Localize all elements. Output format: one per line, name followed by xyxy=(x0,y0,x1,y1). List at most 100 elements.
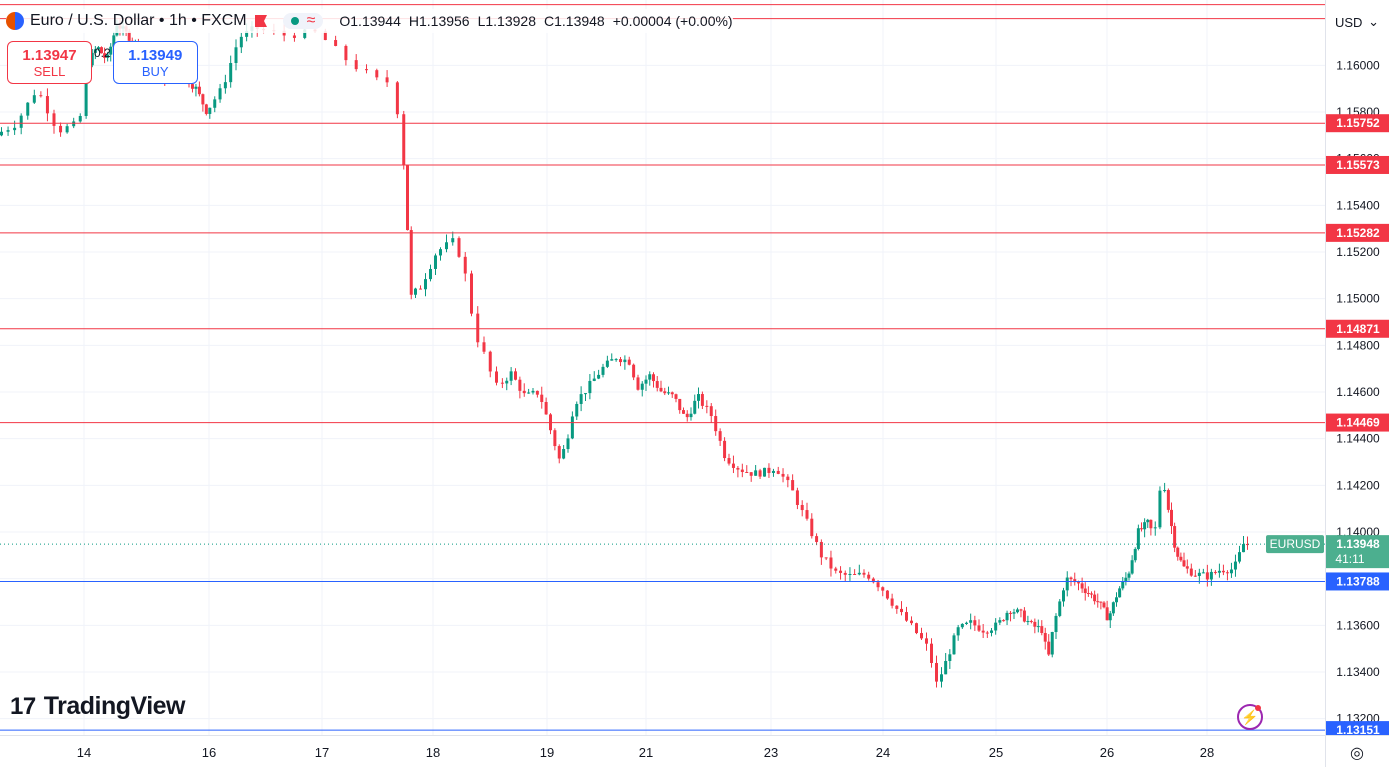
data-quality-icon[interactable]: ≈ xyxy=(306,12,316,29)
candle-body[interactable] xyxy=(758,470,762,477)
candle-body[interactable] xyxy=(1173,526,1177,548)
candle-body[interactable] xyxy=(562,449,566,459)
candle-body[interactable] xyxy=(767,467,771,473)
candle-body[interactable] xyxy=(495,371,498,383)
candle-body[interactable] xyxy=(1036,626,1040,628)
candle-body[interactable] xyxy=(500,382,504,384)
candle-body[interactable] xyxy=(451,238,455,243)
candle-body[interactable] xyxy=(693,400,697,414)
candle-body[interactable] xyxy=(834,568,838,571)
candle-body[interactable] xyxy=(488,351,492,372)
candle-body[interactable] xyxy=(292,35,296,38)
candle-body[interactable] xyxy=(592,378,596,381)
candle-body[interactable] xyxy=(1096,601,1100,603)
candle-body[interactable] xyxy=(402,114,406,166)
candle-body[interactable] xyxy=(718,431,722,441)
symbol-title[interactable]: Euro / U.S. Dollar • 1h • FXCM xyxy=(30,12,247,29)
candle-body[interactable] xyxy=(463,256,467,274)
candle-body[interactable] xyxy=(1127,573,1131,578)
buy-button[interactable]: 1.13949 BUY xyxy=(112,41,198,84)
candle-body[interactable] xyxy=(109,46,113,55)
candle-body[interactable] xyxy=(648,374,652,380)
candle-body[interactable] xyxy=(623,359,627,363)
candle-body[interactable] xyxy=(445,242,448,250)
candle-body[interactable] xyxy=(663,391,667,394)
candle-body[interactable] xyxy=(78,115,82,122)
candle-body[interactable] xyxy=(100,47,103,54)
candle-body[interactable] xyxy=(890,598,894,606)
candle-body[interactable] xyxy=(867,574,871,579)
candle-body[interactable] xyxy=(1140,528,1143,530)
candle-body[interactable] xyxy=(93,49,97,53)
candle-body[interactable] xyxy=(952,635,956,655)
candle-body[interactable] xyxy=(771,470,775,473)
candle-body[interactable] xyxy=(969,620,973,623)
candle-body[interactable] xyxy=(1069,577,1073,580)
candle-body[interactable] xyxy=(862,572,866,575)
candle-body[interactable] xyxy=(740,469,744,472)
candle-body[interactable] xyxy=(1133,548,1137,561)
candle-body[interactable] xyxy=(344,45,348,61)
candle-body[interactable] xyxy=(871,578,875,583)
candle-body[interactable] xyxy=(395,82,399,115)
candle-body[interactable] xyxy=(960,623,964,628)
candle-body[interactable] xyxy=(1229,569,1233,574)
candle-body[interactable] xyxy=(553,430,557,447)
candle-body[interactable] xyxy=(810,518,814,537)
candle-body[interactable] xyxy=(925,638,928,644)
candle-body[interactable] xyxy=(584,393,587,395)
time-axis[interactable]: 14 16 17 18 19 21 23 24 25 26 28 xyxy=(0,735,1325,767)
candle-body[interactable] xyxy=(1090,593,1093,595)
candle-body[interactable] xyxy=(32,95,36,103)
candle-body[interactable] xyxy=(815,536,819,542)
candle-body[interactable] xyxy=(990,630,993,633)
candle-body[interactable] xyxy=(1019,609,1023,611)
candle-body[interactable] xyxy=(1213,571,1217,573)
candle-body[interactable] xyxy=(1225,572,1229,574)
candle-body[interactable] xyxy=(636,377,640,390)
candle-body[interactable] xyxy=(667,392,670,394)
candle-body[interactable] xyxy=(1026,621,1030,623)
candle-body[interactable] xyxy=(518,379,522,391)
candle-body[interactable] xyxy=(90,52,94,66)
candle-body[interactable] xyxy=(557,446,561,459)
candle-body[interactable] xyxy=(965,622,968,624)
candle-body[interactable] xyxy=(535,390,539,395)
candle-body[interactable] xyxy=(920,633,923,639)
candle-body[interactable] xyxy=(197,86,201,95)
candle-body[interactable] xyxy=(601,366,605,375)
candle-body[interactable] xyxy=(973,620,977,626)
candle-body[interactable] xyxy=(1108,613,1112,621)
candle-body[interactable] xyxy=(406,165,409,231)
candle-body[interactable] xyxy=(781,473,785,477)
candle-body[interactable] xyxy=(1029,621,1033,623)
candle-body[interactable] xyxy=(819,541,823,558)
candle-body[interactable] xyxy=(1136,528,1140,549)
candle-body[interactable] xyxy=(482,342,486,352)
candle-body[interactable] xyxy=(998,620,1002,623)
candle-body[interactable] xyxy=(1149,519,1153,529)
candle-body[interactable] xyxy=(424,279,427,290)
sell-button[interactable]: 1.13947 SELL xyxy=(7,41,92,84)
candle-body[interactable] xyxy=(1005,612,1009,621)
candle-body[interactable] xyxy=(689,413,693,418)
candle-body[interactable] xyxy=(644,379,648,384)
candle-body[interactable] xyxy=(106,54,110,58)
candle-body[interactable] xyxy=(218,88,222,100)
candle-body[interactable] xyxy=(795,490,799,505)
candle-body[interactable] xyxy=(234,47,238,64)
candle-body[interactable] xyxy=(544,402,548,415)
candle-body[interactable] xyxy=(19,115,23,128)
candle-body[interactable] xyxy=(1012,612,1016,614)
candle-body[interactable] xyxy=(1015,609,1019,613)
candle-body[interactable] xyxy=(375,70,379,78)
candle-body[interactable] xyxy=(1054,615,1058,633)
candle-body[interactable] xyxy=(579,394,583,404)
candle-body[interactable] xyxy=(674,394,678,399)
candle-body[interactable] xyxy=(414,288,417,295)
candle-body[interactable] xyxy=(334,40,338,46)
candle-body[interactable] xyxy=(1047,641,1051,655)
candle-body[interactable] xyxy=(39,95,43,97)
candle-body[interactable] xyxy=(1080,583,1084,589)
candle-body[interactable] xyxy=(45,96,49,114)
